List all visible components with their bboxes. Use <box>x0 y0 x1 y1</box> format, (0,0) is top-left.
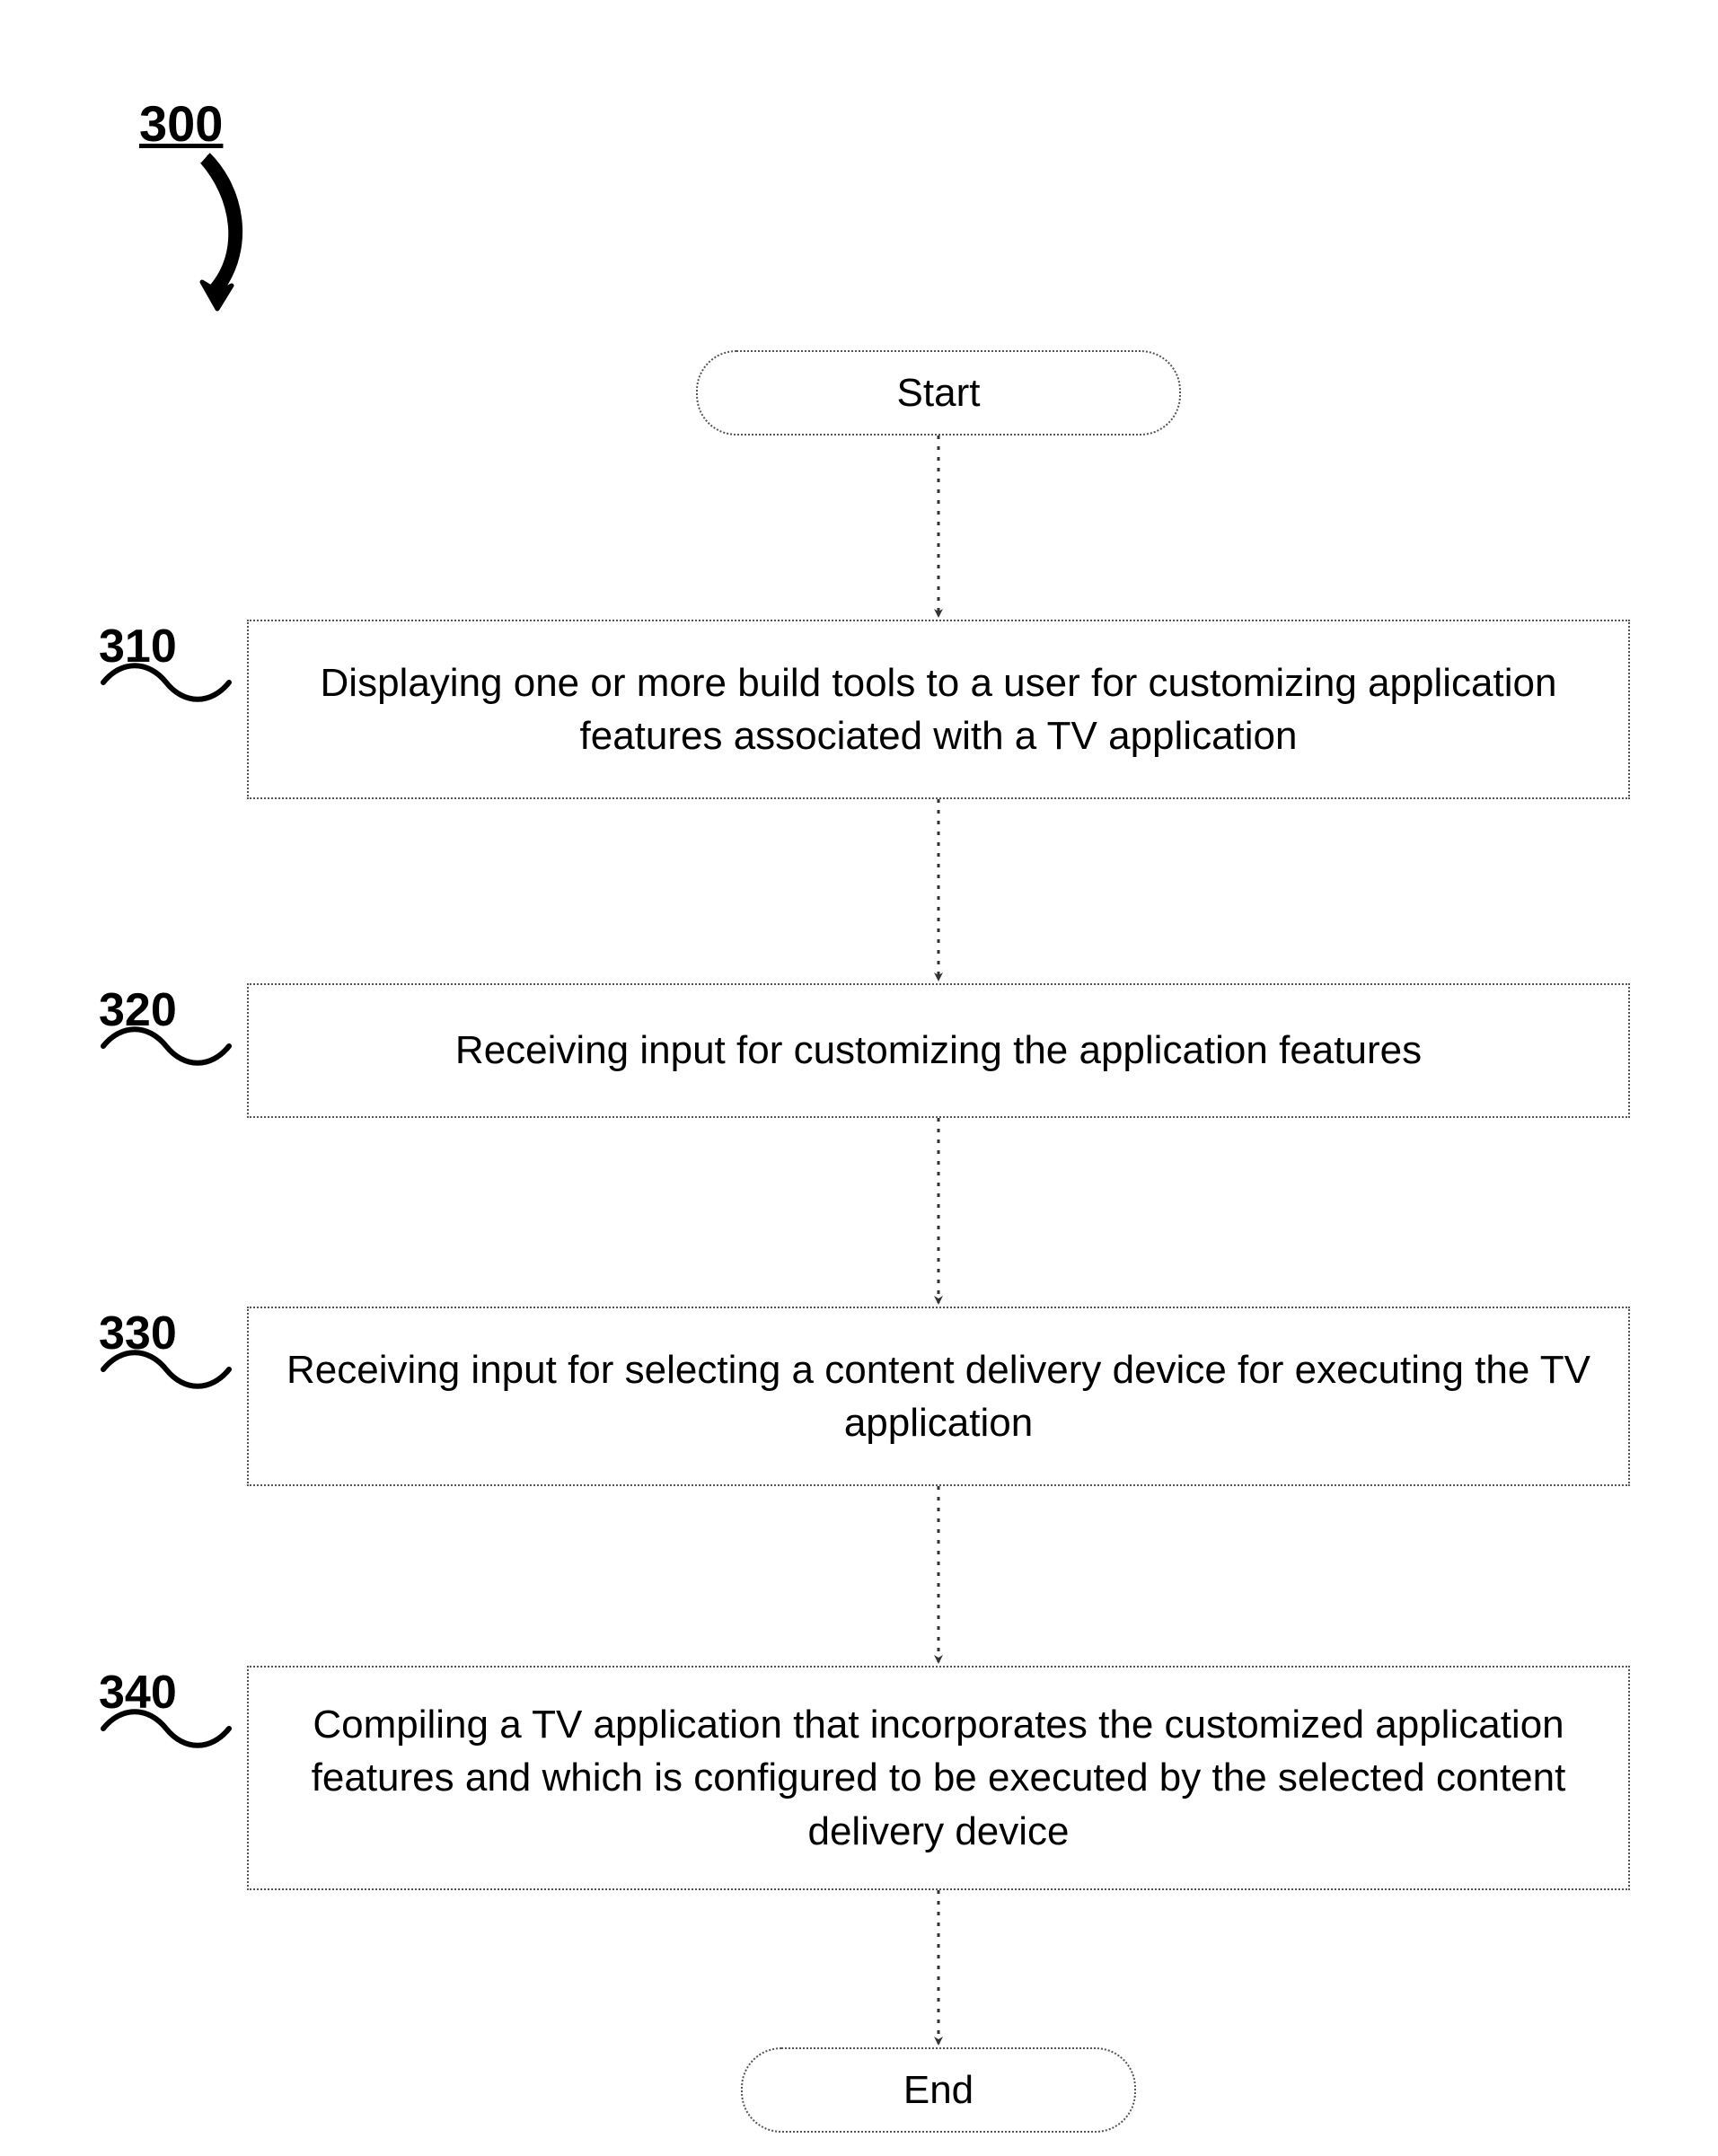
terminator-start: Start <box>696 350 1181 436</box>
step-label-310: 310 <box>99 620 177 673</box>
step-label-320: 320 <box>99 983 177 1037</box>
step-squiggles-group <box>103 665 229 1746</box>
process-step-340: Compiling a TV application that incorpor… <box>247 1666 1630 1890</box>
flowchart-canvas: 300 Start Displaying one or more build t… <box>0 0 1718 2156</box>
figure-number: 300 <box>139 94 223 153</box>
step-label-330: 330 <box>99 1307 177 1360</box>
process-step-330: Receiving input for selecting a content … <box>247 1307 1630 1486</box>
process-step-320: Receiving input for customizing the appl… <box>247 983 1630 1118</box>
figure-pointer-arrow <box>202 154 241 309</box>
terminator-end: End <box>741 2047 1136 2133</box>
step-label-340: 340 <box>99 1666 177 1720</box>
process-step-310: Displaying one or more build tools to a … <box>247 620 1630 799</box>
